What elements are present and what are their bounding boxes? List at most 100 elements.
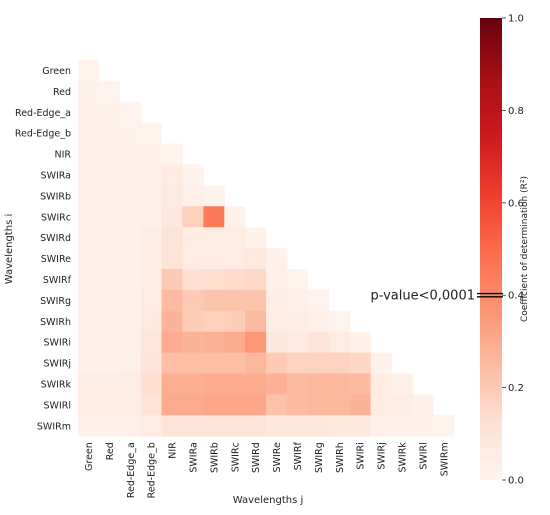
colorbar [480, 18, 502, 480]
heatmap-cell [224, 394, 246, 416]
heatmap-cell [182, 227, 204, 249]
column-tick-label: SWIRm [439, 442, 450, 476]
row-tick-label: Green [42, 66, 71, 77]
heatmap-cell [287, 394, 309, 416]
colorbar-label: Coefficient of determination (R²) [520, 176, 530, 322]
heatmap-cell [328, 310, 351, 333]
heatmap-cell [245, 289, 267, 312]
heatmap-cell [245, 352, 267, 374]
heatmap-cell [328, 352, 351, 374]
heatmap-cell [78, 206, 100, 228]
heatmap-cell [98, 248, 121, 270]
column-tick-label: Red-Edge_b [147, 442, 158, 498]
heatmap-cell [287, 373, 309, 395]
colorbar-tick-label: 0.4 [508, 291, 524, 302]
heatmap-cell [78, 101, 100, 124]
heatmap-cell [182, 289, 204, 312]
heatmap-cell [78, 269, 100, 291]
heatmap-cell [349, 352, 371, 374]
heatmap-cell [203, 373, 225, 395]
heatmap-cell [161, 185, 183, 207]
colorbar-tick-label: 0.6 [508, 198, 524, 209]
heatmap-cell [161, 310, 183, 333]
heatmap-cell [98, 352, 121, 374]
heatmap-cell [287, 331, 309, 353]
heatmap-cell [140, 331, 162, 353]
heatmap-cell [224, 415, 246, 437]
heatmap-cell [203, 352, 225, 374]
heatmap-cell [224, 206, 246, 228]
heatmap-cell [140, 143, 162, 165]
heatmap-cell [245, 227, 267, 249]
heatmap-cell [78, 289, 100, 312]
heatmap-cell [203, 331, 225, 353]
colorbar-tick-label: 0.0 [508, 476, 524, 487]
heatmap-cell [307, 373, 330, 395]
heatmap-cell [182, 206, 204, 228]
heatmap-cell [78, 394, 100, 416]
heatmap-cell [266, 394, 288, 416]
heatmap-cell [182, 185, 204, 207]
heatmap-cell [161, 206, 183, 228]
heatmap-cell [161, 394, 183, 416]
column-tick-label: SWIRj [377, 442, 388, 469]
heatmap-cell [161, 352, 183, 374]
heatmap-cell [140, 289, 162, 312]
heatmap-cell [203, 269, 225, 291]
row-tick-label: SWIRd [40, 233, 71, 244]
threshold-label: p-value<0,0001 [371, 289, 475, 304]
colorbar-tick-label: 0.2 [508, 383, 524, 394]
heatmap-cell [161, 289, 183, 312]
column-tick-label: NIR [168, 442, 179, 459]
heatmap-cell [182, 331, 204, 353]
heatmap-cell [140, 206, 162, 228]
column-tick-label: SWIRa [188, 442, 199, 472]
heatmap-cell [370, 394, 392, 416]
row-tick-label: SWIRi [44, 338, 71, 349]
heatmap-cell [98, 394, 121, 416]
heatmap-cell [119, 248, 142, 270]
heatmap-cell [119, 164, 142, 186]
heatmap-cell [78, 227, 100, 249]
heatmap-cell [266, 310, 288, 333]
heatmap-cell [98, 101, 121, 124]
heatmap-cell [224, 269, 246, 291]
heatmap-cell [266, 352, 288, 374]
heatmap-cell [349, 373, 371, 395]
heatmap-cell [203, 394, 225, 416]
heatmap-cell [370, 415, 392, 437]
heatmap-cell [78, 373, 100, 395]
heatmap-cell [328, 415, 351, 437]
heatmap-cell [119, 331, 142, 353]
column-tick-label: SWIRb [209, 442, 220, 473]
heatmap-cell [98, 185, 121, 207]
colorbar-tick-label: 1.0 [508, 14, 524, 25]
heatmap-cell [78, 415, 100, 437]
heatmap-cell [245, 248, 267, 270]
heatmap-cell [78, 80, 100, 103]
column-tick-label: SWIRl [418, 442, 429, 469]
row-tick-label: SWIRh [40, 317, 71, 328]
heatmap-cell [140, 394, 162, 416]
row-tick-label: Red-Edge_a [15, 108, 71, 119]
heatmap-cell [98, 310, 121, 333]
heatmap-cell [245, 394, 267, 416]
y-axis-label: Wavelengths i [4, 214, 15, 285]
heatmap-cell [98, 143, 121, 165]
column-tick-label: SWIRi [356, 442, 367, 469]
heatmap-cell [182, 248, 204, 270]
heatmap-cell [433, 415, 455, 437]
heatmap-cell [161, 164, 183, 186]
heatmap-cell [78, 164, 100, 186]
heatmap-cell [287, 310, 309, 333]
heatmap-cell [224, 352, 246, 374]
heatmap-cell [349, 415, 371, 437]
heatmap-cell [224, 227, 246, 249]
heatmap-cell [307, 394, 330, 416]
heatmap-cell [307, 415, 330, 437]
row-tick-label: Red [53, 87, 71, 98]
heatmap-cell [98, 269, 121, 291]
heatmap-cell [224, 373, 246, 395]
heatmap-cell [98, 373, 121, 395]
heatmap-cell [119, 227, 142, 249]
